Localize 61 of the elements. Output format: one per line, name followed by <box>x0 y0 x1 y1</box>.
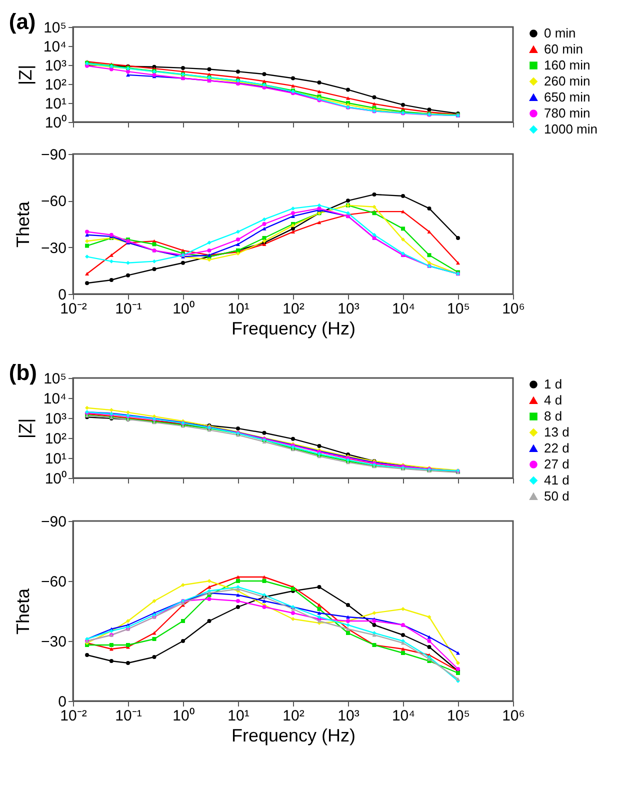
x-tick-label: 10¹ <box>228 300 250 318</box>
y-tick-label: −30 <box>41 240 66 257</box>
y-axis-title: Theta <box>13 588 34 635</box>
y-axis-title: |Z| <box>15 64 36 86</box>
x-tick-label: 10⁴ <box>392 708 416 724</box>
x-tick-label: 10¹ <box>228 708 250 724</box>
x-tick-label: 10⁻² <box>60 708 87 724</box>
chart-title: (b) <box>8 360 37 385</box>
x-tick-label: 10⁵ <box>447 300 470 318</box>
x-tick-label: 10⁰ <box>172 708 194 724</box>
x-tick-label: 10² <box>282 708 304 724</box>
legend-label: 27 d <box>544 456 570 472</box>
y-tick-label: −30 <box>41 634 66 650</box>
legend-label: 22 d <box>544 440 570 456</box>
x-tick-label: 10⁰ <box>172 300 194 318</box>
y-tick-label: 10⁴ <box>43 390 66 408</box>
y-tick-label: 0 <box>58 694 66 710</box>
legend-label: 13 d <box>544 424 570 440</box>
x-tick-label: 10² <box>282 300 304 318</box>
legend-label: 780 min <box>544 106 590 120</box>
y-axis-title: |Z| <box>15 418 36 439</box>
legend-label: 41 d <box>544 472 570 488</box>
x-tick-label: 10³ <box>338 708 360 724</box>
y-tick-label: 10¹ <box>44 96 66 112</box>
legend-label: 1 d <box>544 376 562 392</box>
y-tick-label: 10⁴ <box>43 38 66 56</box>
chart-title: (a) <box>8 9 36 34</box>
legend-label: 4 d <box>544 392 562 408</box>
y-tick-label: 10² <box>44 76 66 94</box>
y-tick-label: −90 <box>41 514 66 530</box>
x-axis-title: Frequency (Hz) <box>231 726 356 746</box>
y-tick-label: 0 <box>58 286 66 304</box>
y-tick-label: 10⁰ <box>44 470 66 488</box>
y-tick-label: −60 <box>41 193 66 210</box>
legend-label: 8 d <box>544 408 562 424</box>
legend-label: 1000 min <box>544 122 598 136</box>
legend-label: 50 d <box>544 488 570 504</box>
legend-label: 260 min <box>544 74 590 88</box>
x-axis-title: Frequency (Hz) <box>231 318 356 338</box>
y-tick-label: 10² <box>44 430 66 448</box>
legend-label: 160 min <box>544 58 590 72</box>
y-tick-label: 10⁰ <box>44 114 66 132</box>
x-tick-label: 10⁶ <box>502 708 525 724</box>
x-tick-label: 10⁻² <box>60 300 87 318</box>
x-tick-label: 10⁵ <box>447 708 470 724</box>
y-tick-label: −90 <box>41 146 66 164</box>
y-tick-label: 10³ <box>44 410 66 428</box>
y-axis-title: Theta <box>13 200 34 248</box>
x-tick-label: 10⁻¹ <box>115 300 142 318</box>
x-tick-label: 10⁴ <box>392 300 416 318</box>
legend-label: 60 min <box>544 42 584 56</box>
x-tick-label: 10⁶ <box>502 300 525 318</box>
legend-label: 0 min <box>544 26 576 40</box>
x-tick-label: 10⁻¹ <box>115 708 142 724</box>
y-tick-label: 10⁵ <box>44 370 66 388</box>
y-tick-label: −60 <box>41 574 66 590</box>
y-tick-label: 10¹ <box>44 450 66 468</box>
legend-label: 650 min <box>544 90 590 104</box>
x-tick-label: 10³ <box>338 300 360 318</box>
y-tick-label: 10³ <box>44 58 66 74</box>
y-tick-label: 10⁵ <box>44 20 66 36</box>
